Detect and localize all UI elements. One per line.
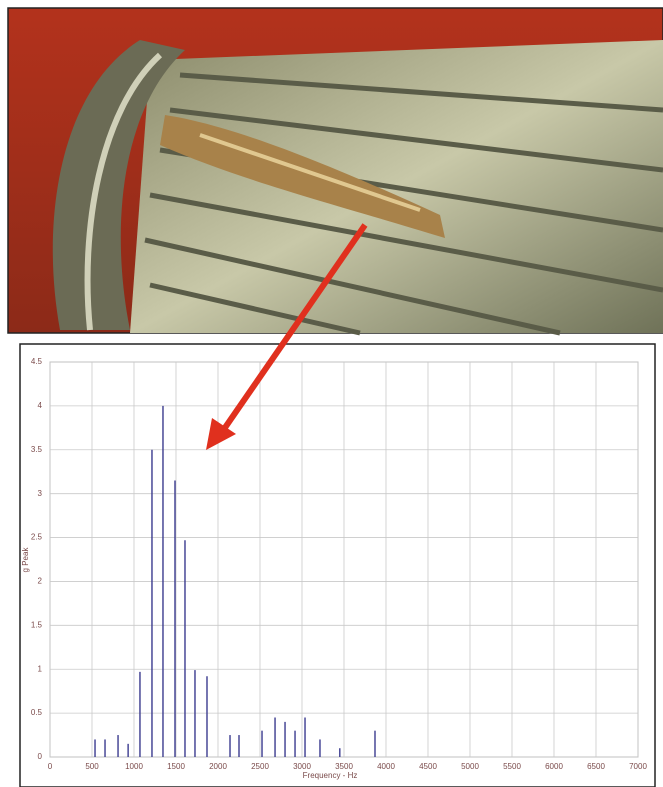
x-tick-label: 6000 [545, 762, 563, 771]
y-tick-label: 3.5 [31, 445, 43, 454]
y-tick-label: 2 [38, 577, 43, 586]
y-tick-label: 4.5 [31, 357, 43, 366]
y-tick-label: 0.5 [31, 708, 43, 717]
y-tick-label: 1.5 [31, 620, 43, 629]
x-tick-label: 1500 [167, 762, 185, 771]
x-tick-label: 5500 [503, 762, 521, 771]
photo [8, 8, 663, 333]
x-tick-label: 3500 [335, 762, 353, 771]
x-tick-label: 4000 [377, 762, 395, 771]
x-tick-label: 500 [85, 762, 99, 771]
x-tick-label: 7000 [629, 762, 647, 771]
x-tick-label: 5000 [461, 762, 479, 771]
x-axis-label: Frequency - Hz [303, 771, 358, 780]
x-tick-label: 3000 [293, 762, 311, 771]
y-tick-label: 4 [38, 401, 43, 410]
y-tick-label: 2.5 [31, 533, 43, 542]
x-tick-label: 0 [48, 762, 53, 771]
x-tick-label: 2000 [209, 762, 227, 771]
y-tick-label: 3 [38, 489, 43, 498]
page: {"chart_data": {"type": "stem", "x_label… [0, 0, 663, 787]
x-tick-label: 1000 [125, 762, 143, 771]
y-tick-label: 0 [38, 752, 43, 761]
x-tick-label: 4500 [419, 762, 437, 771]
y-axis-label: g Peak [21, 547, 30, 573]
figure: Frequency - Hz g Peak 0 0.5 1 1.5 2 2.5 3 3.5 4 4… [0, 0, 663, 787]
x-tick-label: 2500 [251, 762, 269, 771]
y-tick-label: 1 [38, 664, 43, 673]
x-tick-label: 6500 [587, 762, 605, 771]
